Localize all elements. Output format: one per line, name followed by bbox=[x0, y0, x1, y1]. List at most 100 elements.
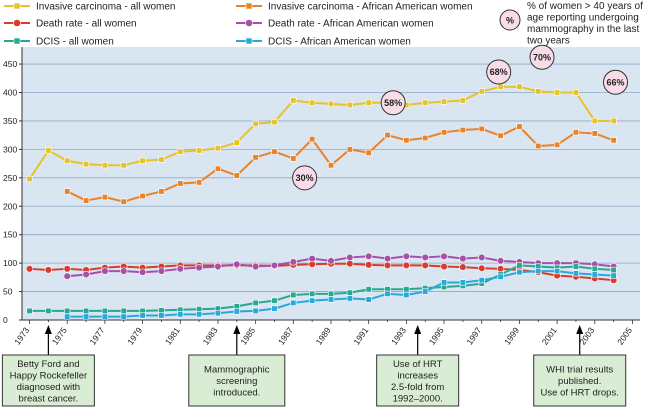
data-point bbox=[139, 192, 146, 200]
data-point bbox=[422, 134, 429, 142]
data-point bbox=[63, 272, 71, 280]
data-point bbox=[403, 291, 410, 299]
mammography-bubbles: 30% 58% 68% 70% 66% bbox=[292, 44, 629, 191]
data-point bbox=[516, 262, 523, 269]
mammography-bubble: 30% bbox=[292, 165, 318, 191]
data-point bbox=[365, 149, 372, 156]
data-point bbox=[83, 161, 90, 168]
y-tick-label: 0 bbox=[3, 315, 8, 325]
mammography-legend-line: % of women > 40 years of bbox=[527, 1, 643, 12]
data-point bbox=[478, 264, 486, 272]
annotation-arrow-head bbox=[233, 325, 241, 334]
data-point bbox=[346, 253, 354, 262]
data-point bbox=[497, 132, 504, 139]
data-point bbox=[158, 312, 165, 319]
data-point bbox=[158, 188, 165, 195]
data-point bbox=[64, 188, 71, 195]
series-dcis-all-women bbox=[26, 262, 617, 314]
data-point bbox=[251, 262, 260, 271]
data-point bbox=[346, 146, 353, 153]
data-point bbox=[535, 268, 542, 275]
data-point bbox=[478, 253, 486, 262]
data-point bbox=[440, 129, 448, 136]
data-point bbox=[233, 308, 240, 315]
data-point bbox=[120, 307, 127, 314]
y-tick-label: 350 bbox=[3, 116, 17, 126]
data-point bbox=[26, 307, 33, 314]
data-point bbox=[497, 83, 504, 90]
mammography-legend-line: two years bbox=[527, 36, 570, 47]
data-point bbox=[233, 139, 240, 146]
data-point bbox=[346, 289, 353, 296]
legend-swatch-marker bbox=[245, 2, 253, 10]
data-point bbox=[516, 269, 523, 276]
data-point bbox=[478, 125, 485, 132]
legend-label: Death rate - all women bbox=[36, 19, 137, 30]
data-point bbox=[214, 145, 222, 152]
x-tick-label: 1993 bbox=[389, 325, 408, 346]
data-point bbox=[440, 279, 448, 286]
annotation-text: WHI trial results bbox=[546, 365, 613, 376]
legend-item-dcis-african-american-women: DCIS - African American women bbox=[236, 37, 411, 48]
data-point bbox=[422, 288, 429, 295]
data-point bbox=[610, 117, 617, 124]
legend-swatch-marker bbox=[245, 37, 253, 45]
data-point bbox=[177, 148, 184, 155]
mammography-legend-line: age reporting undergoing bbox=[527, 13, 639, 24]
annotation-box bbox=[533, 354, 627, 407]
data-point bbox=[327, 100, 335, 107]
data-point bbox=[64, 157, 71, 164]
data-point bbox=[403, 286, 410, 293]
legend-swatch-marker bbox=[13, 19, 21, 27]
y-tick-label: 450 bbox=[3, 59, 17, 69]
data-point bbox=[440, 98, 448, 105]
data-point bbox=[478, 88, 485, 95]
data-point bbox=[554, 268, 561, 275]
data-point bbox=[270, 261, 279, 270]
x-tick-label: 2005 bbox=[615, 325, 634, 346]
data-point bbox=[101, 313, 108, 320]
data-point bbox=[45, 147, 52, 154]
legend-label: DCIS - all women bbox=[36, 37, 114, 48]
bubble-circle bbox=[380, 90, 406, 116]
data-point bbox=[196, 311, 203, 318]
data-point bbox=[383, 254, 392, 263]
x-tick-label: 1985 bbox=[238, 325, 257, 346]
y-tick-label: 400 bbox=[3, 88, 17, 98]
x-tick-label: 1973 bbox=[12, 325, 31, 346]
data-point bbox=[365, 99, 372, 106]
data-point bbox=[572, 89, 579, 96]
x-tick-label: 1989 bbox=[314, 325, 333, 346]
data-point bbox=[120, 267, 128, 275]
data-point bbox=[289, 258, 297, 266]
data-point bbox=[591, 265, 598, 272]
y-tick-label: 200 bbox=[3, 201, 17, 211]
data-point bbox=[384, 132, 391, 139]
data-point bbox=[63, 265, 71, 273]
data-point bbox=[271, 119, 278, 126]
data-point bbox=[158, 156, 165, 163]
data-point bbox=[535, 142, 542, 150]
data-point bbox=[440, 252, 448, 260]
bubble-label: 66% bbox=[606, 77, 624, 87]
data-point bbox=[214, 165, 222, 172]
legend-item-death-rate-all-women: Death rate - all women bbox=[4, 19, 137, 30]
annotation-box bbox=[188, 354, 286, 407]
data-point bbox=[572, 129, 579, 136]
data-point bbox=[346, 295, 353, 302]
annotation-text: screening bbox=[216, 376, 257, 387]
data-point bbox=[252, 154, 259, 161]
data-point bbox=[214, 262, 222, 271]
data-point bbox=[591, 117, 598, 124]
data-point bbox=[64, 307, 71, 314]
data-point bbox=[157, 267, 166, 275]
data-point bbox=[516, 83, 523, 90]
data-point bbox=[290, 97, 297, 104]
data-point bbox=[26, 175, 33, 182]
data-point bbox=[271, 305, 278, 312]
legend-swatch-marker bbox=[245, 19, 253, 27]
